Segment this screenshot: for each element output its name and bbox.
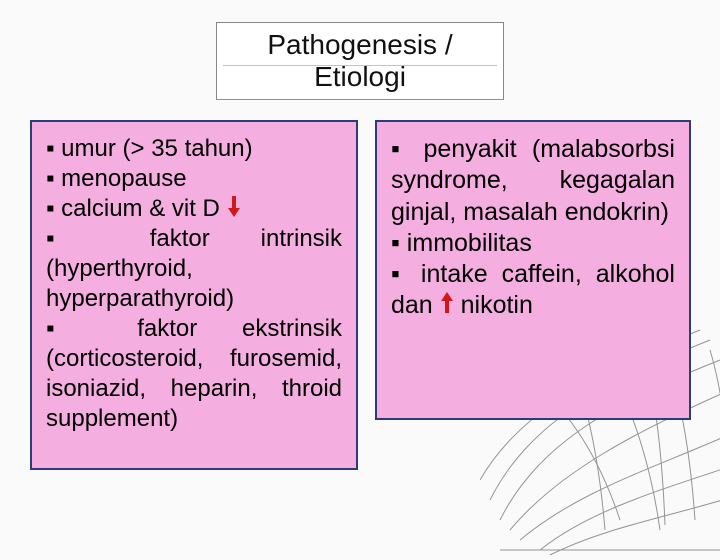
right-item-2: ▪ immobilitas [391, 228, 675, 259]
left-item-5: ▪ faktor ekstrinsik (corticosteroid, fur… [46, 314, 342, 434]
left-column: ▪ umur (> 35 tahun) ▪ menopause ▪ calciu… [30, 120, 358, 470]
title-line1: Pathogenesis / [267, 29, 452, 60]
right-column: ▪ penyakit (malabsorbsi syndrome, kegaga… [375, 120, 691, 420]
right-item-3-pre: ▪ intake caffein, alkohol dan [391, 260, 675, 319]
title-line2: Etiologi [314, 61, 406, 92]
left-item-4: ▪ faktor intrinsik (hyperthyroid, hyperp… [46, 224, 342, 314]
title-box: Pathogenesis / Etiologi [216, 22, 504, 100]
right-item-3: ▪ intake caffein, alkohol dan nikotin [391, 259, 675, 322]
arrow-down-icon [227, 194, 241, 218]
left-item-2: ▪ menopause [46, 164, 342, 194]
left-item-3-text: ▪ calcium & vit D [46, 195, 220, 222]
left-item-1: ▪ umur (> 35 tahun) [46, 134, 342, 164]
left-item-3: ▪ calcium & vit D [46, 194, 342, 224]
arrow-up-icon [440, 291, 454, 315]
right-item-1: ▪ penyakit (malabsorbsi syndrome, kegaga… [391, 134, 675, 228]
right-item-3-post: nikotin [461, 291, 533, 319]
title-text: Pathogenesis / Etiologi [267, 29, 452, 93]
